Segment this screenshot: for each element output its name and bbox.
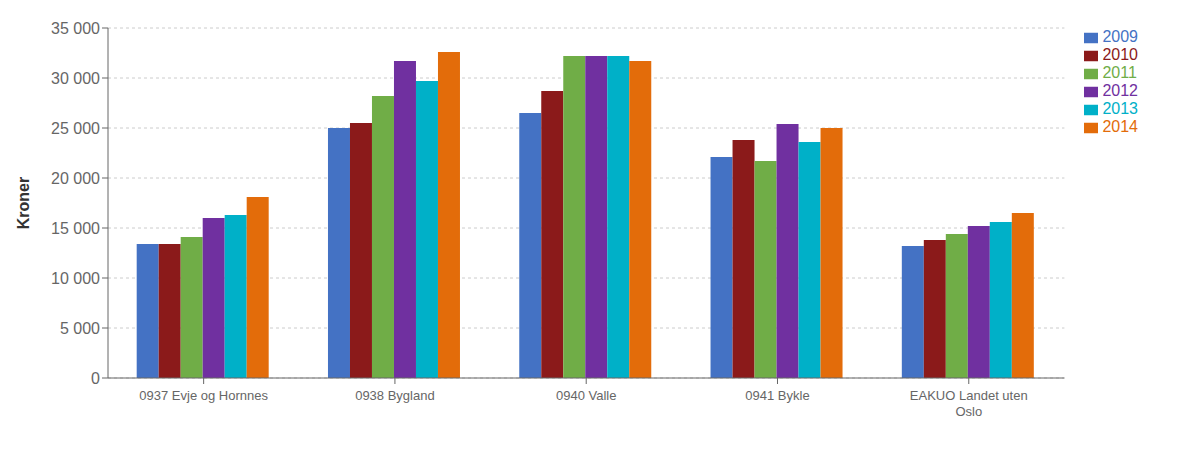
svg-text:25 000: 25 000 [51, 120, 100, 137]
svg-text:0940 Valle: 0940 Valle [556, 388, 616, 403]
html-text:2010: 2010 [1102, 46, 1138, 63]
html-text:2011: 2011 [1102, 64, 1137, 81]
svg-text:20 000: 20 000 [51, 170, 100, 187]
svg-text:Kroner: Kroner [15, 177, 32, 229]
html-text:2014: 2014 [1102, 118, 1138, 135]
svg-text:0938 Bygland: 0938 Bygland [355, 388, 435, 403]
svg-text:0941 Bykle: 0941 Bykle [745, 388, 809, 403]
svg-text:35 000: 35 000 [51, 20, 100, 37]
svg-text:15 000: 15 000 [51, 220, 100, 237]
svg-text:10 000: 10 000 [51, 270, 100, 287]
html-text:2013: 2013 [1102, 100, 1138, 117]
svg-text:EAKUO Landet utenOslo: EAKUO Landet utenOslo [910, 388, 1028, 419]
html-text:2009: 2009 [1102, 28, 1138, 45]
svg-text:5 000: 5 000 [60, 320, 100, 337]
svg-text:0937 Evje og Hornnes: 0937 Evje og Hornnes [139, 388, 268, 403]
html-text:2012: 2012 [1102, 82, 1138, 99]
svg-text:30 000: 30 000 [51, 70, 100, 87]
svg-text:0: 0 [91, 370, 100, 387]
